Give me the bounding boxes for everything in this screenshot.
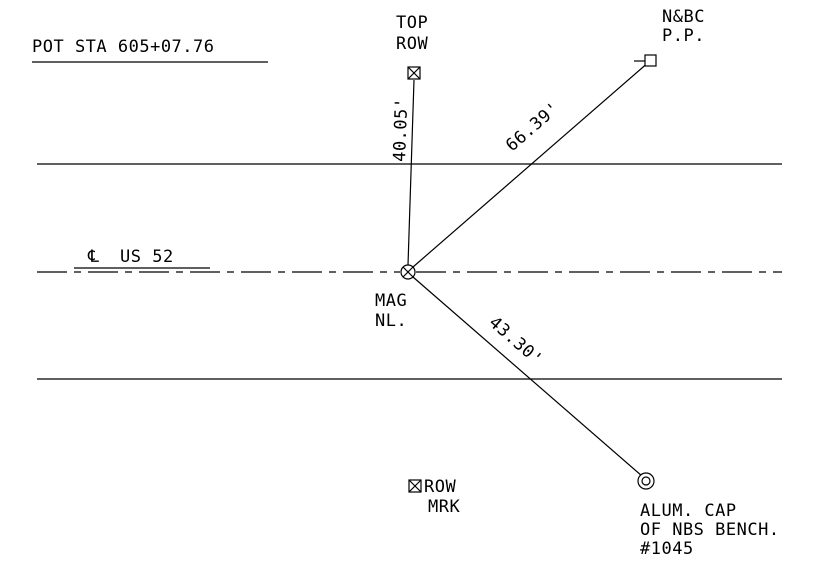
boxed-x-icon	[408, 479, 422, 493]
distance-alum-cap: 43.30'	[485, 313, 547, 370]
tie-line-top-row	[407, 79, 415, 266]
svg-text:ROW: ROW	[396, 34, 428, 54]
double-circle-icon	[637, 472, 655, 490]
centerline-symbol: ℄	[87, 247, 99, 267]
boxed-x-icon	[407, 66, 421, 80]
label-top-row: TOP ROW	[396, 13, 428, 54]
svg-text:N&BC: N&BC	[662, 7, 705, 27]
label-nbc-pp: N&BC P.P.	[662, 7, 705, 46]
centerline-label: ℄ US 52	[74, 242, 210, 269]
distance-top-row: 40.05'	[390, 97, 412, 162]
svg-text:MRK: MRK	[428, 497, 460, 517]
tie-line-nbc-pp	[412, 60, 651, 268]
distance-nbc-pp: 66.39'	[502, 98, 564, 155]
circled-x-icon	[400, 264, 416, 280]
station-title: POT STA 605+07.76	[32, 37, 215, 57]
utility-pole-icon	[634, 54, 657, 67]
svg-text:P.P.: P.P.	[662, 26, 705, 46]
svg-text:TOP: TOP	[396, 13, 428, 33]
label-mag-nail: MAG NL.	[375, 291, 407, 331]
label-alum-cap: ALUM. CAP OF NBS BENCH. #1045	[640, 501, 780, 559]
svg-text:ALUM. CAP: ALUM. CAP	[640, 501, 737, 521]
svg-text:ROW: ROW	[424, 477, 456, 497]
label-row-marker: ROW MRK	[424, 477, 460, 517]
tie-line-alum-cap	[412, 276, 643, 477]
svg-text:NL.: NL.	[375, 311, 407, 331]
svg-text:MAG: MAG	[375, 291, 407, 311]
centerline-route: US 52	[120, 247, 174, 267]
svg-text:OF NBS BENCH.: OF NBS BENCH.	[640, 520, 780, 540]
svg-text:#1045: #1045	[640, 539, 694, 559]
